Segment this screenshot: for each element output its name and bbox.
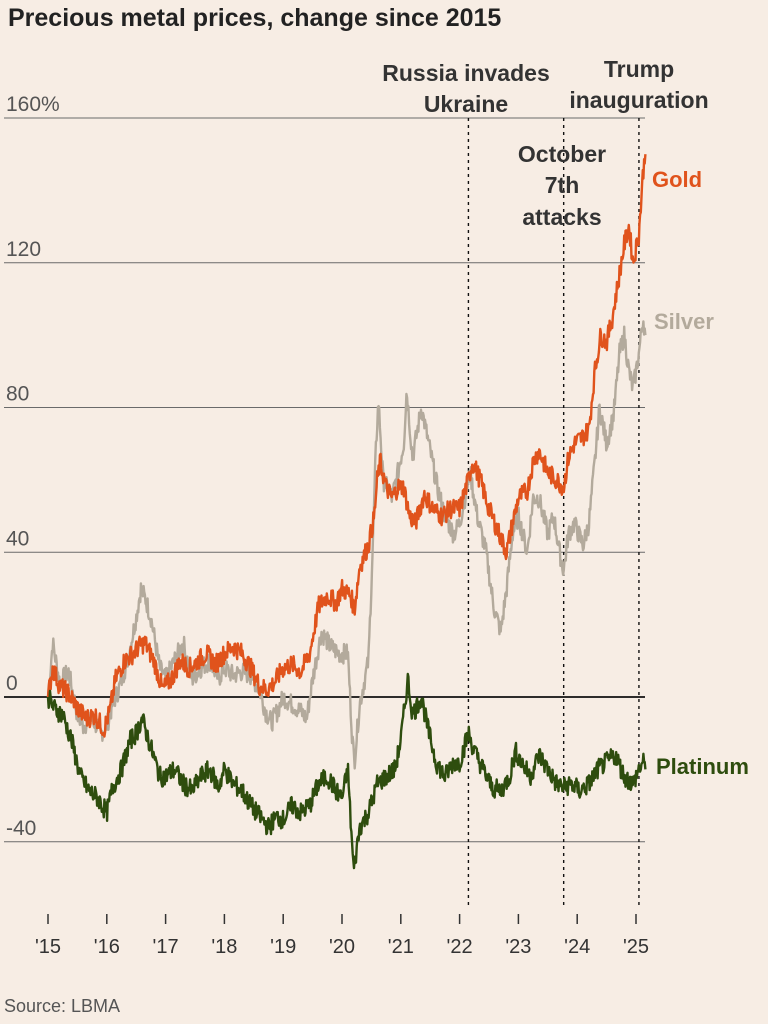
x-tick-label: '21	[388, 936, 414, 958]
x-tick-label: '15	[35, 936, 61, 958]
event-annotation: inauguration	[569, 87, 708, 113]
chart-title: Precious metal prices, change since 2015	[8, 4, 502, 32]
event-annotation: 7th	[545, 172, 580, 198]
x-tick-label: '22	[447, 936, 473, 958]
series-label-silver: Silver	[654, 309, 714, 334]
series-line-gold	[46, 154, 647, 738]
x-tick-label: '20	[329, 936, 355, 958]
event-annotation: Ukraine	[424, 91, 508, 117]
series-label-gold: Gold	[652, 167, 702, 192]
series-line-silver	[46, 320, 647, 770]
y-tick-label: 0	[6, 672, 18, 695]
series-lines	[46, 154, 647, 870]
y-tick-label: 80	[6, 383, 29, 406]
event-annotation: October	[518, 141, 606, 167]
x-tick-label: '23	[505, 936, 531, 958]
x-tick-label: '24	[564, 936, 590, 958]
event-annotation: Trump	[604, 56, 674, 82]
y-tick-label: -40	[6, 817, 36, 840]
y-tick-label: 40	[6, 527, 29, 550]
x-tick-label: '17	[153, 936, 179, 958]
series-line-platinum	[46, 672, 647, 870]
event-markers: Russia invades Ukraine October 7th attacks Tr…	[382, 56, 709, 908]
series-label-platinum: Platinum	[656, 754, 749, 779]
event-annotation: Russia invades	[382, 60, 549, 86]
y-tick-label: 160%	[6, 93, 60, 116]
source-note: Source: LBMA	[4, 996, 121, 1016]
y-tick-label: 120	[6, 238, 41, 261]
event-annotation: attacks	[522, 204, 601, 230]
series-labels: Silver Gold Platinum	[652, 167, 749, 779]
x-tick-label: '18	[211, 936, 237, 958]
x-tick-label: '25	[623, 936, 649, 958]
x-tick-label: '19	[270, 936, 296, 958]
x-axis: '15 '16 '17 '18 '19 '20 '21 '22 '23 '24 '25	[35, 914, 649, 958]
x-tick-label: '16	[94, 936, 120, 958]
